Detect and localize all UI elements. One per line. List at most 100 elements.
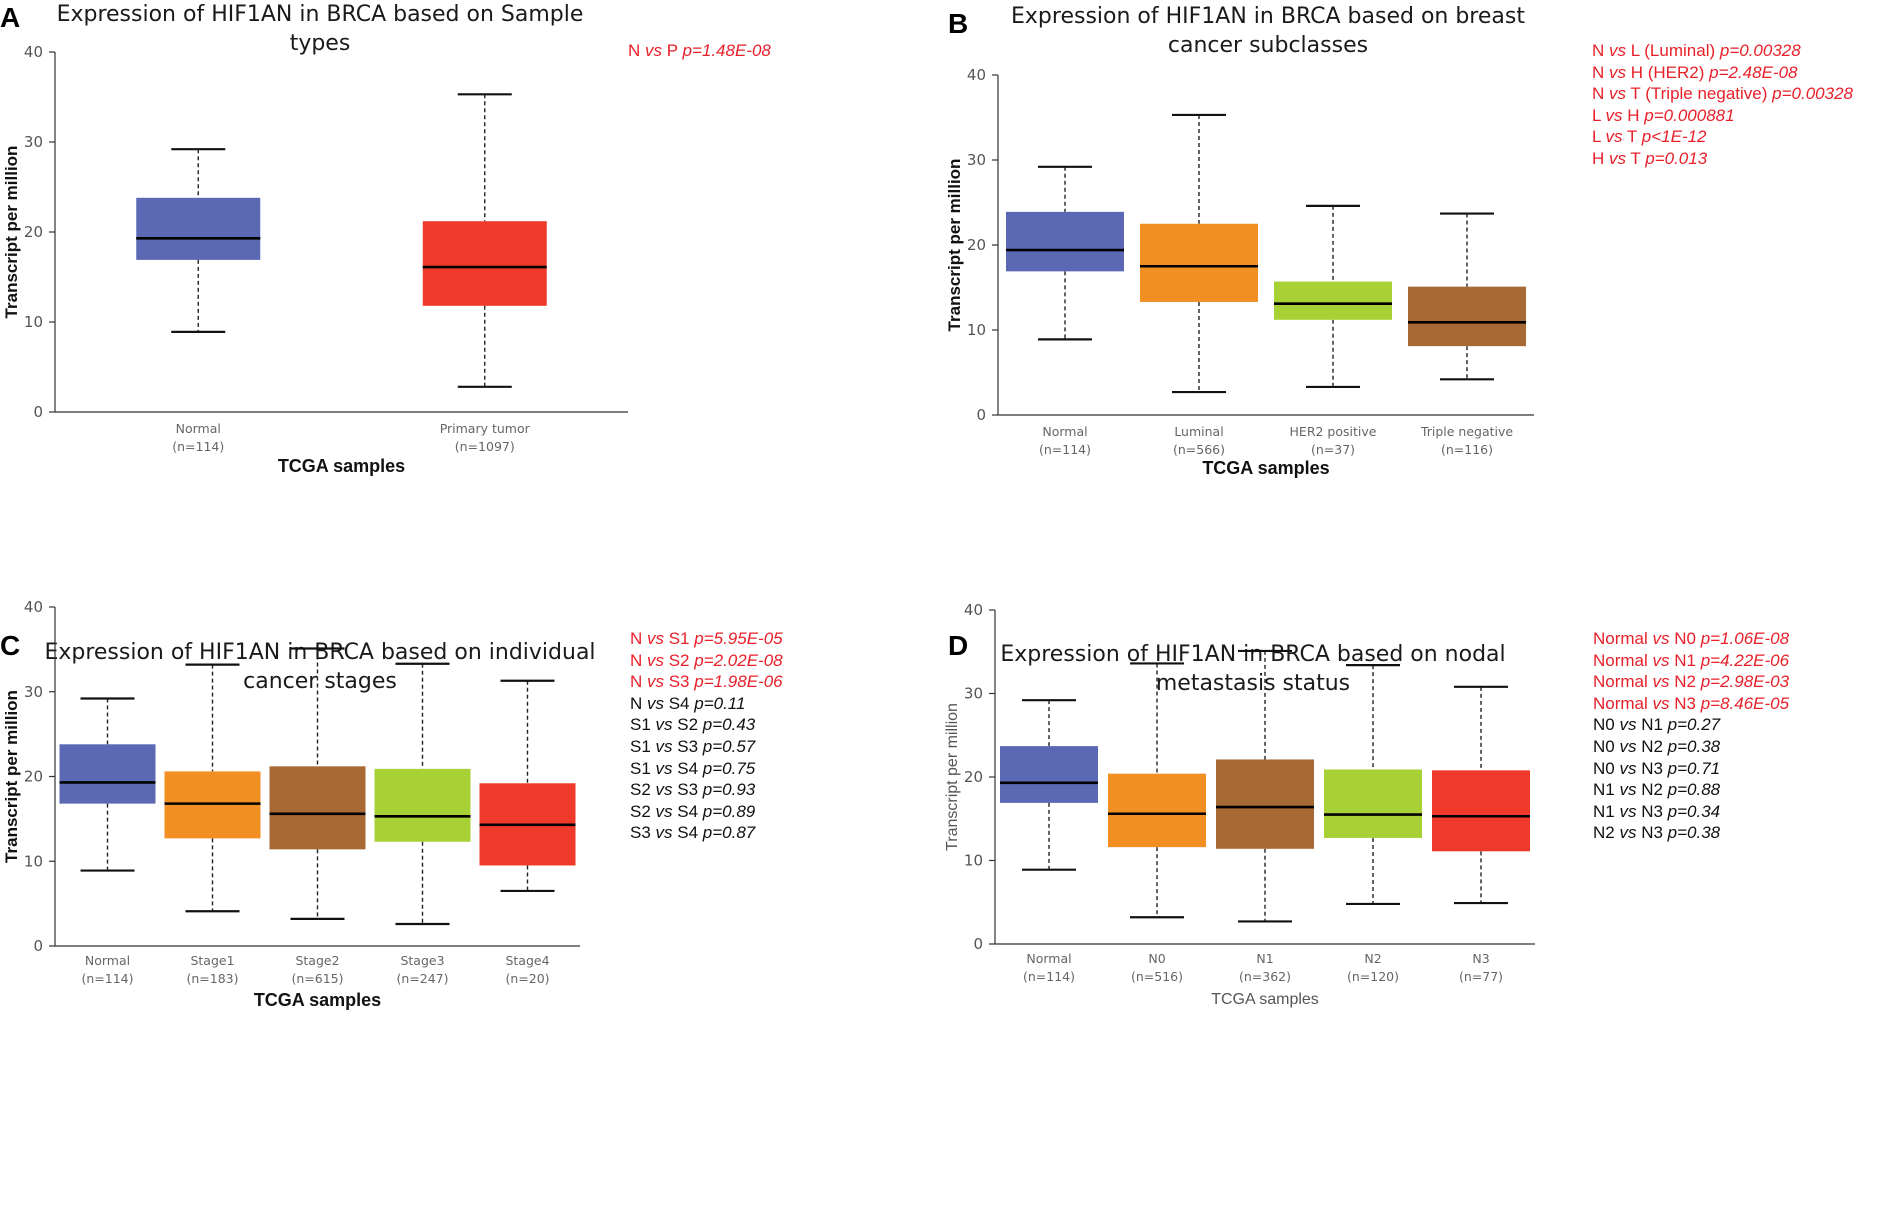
stat-row: N0 vs N2 p=0.38 bbox=[1593, 736, 1789, 758]
stat-vs: vs bbox=[1609, 62, 1626, 82]
stat-group-a: S3 bbox=[630, 823, 656, 843]
y-tick-label: 20 bbox=[24, 223, 43, 241]
stat-p-value: p=0.88 bbox=[1667, 780, 1721, 800]
stat-group-a: N bbox=[630, 629, 647, 648]
stat-row: L vs H p=0.000881 bbox=[1592, 105, 1853, 127]
chart-title: Expression of HIF1AN in BRCA based on br… bbox=[1011, 4, 1525, 58]
category-count: (n=120) bbox=[1347, 969, 1399, 984]
stat-p-value: p=0.57 bbox=[702, 736, 756, 756]
stat-vs: vs bbox=[1619, 801, 1637, 821]
stat-vs: vs bbox=[647, 672, 664, 692]
category-count: (n=116) bbox=[1441, 442, 1493, 457]
stat-vs: vs bbox=[1619, 736, 1637, 756]
y-tick-label: 0 bbox=[976, 406, 986, 424]
box-n1 bbox=[1216, 759, 1314, 849]
stat-row: S2 vs S3 p=0.93 bbox=[630, 779, 783, 801]
stat-group-b: H bbox=[1622, 105, 1645, 125]
y-tick-label: 10 bbox=[24, 852, 43, 870]
stat-vs: vs bbox=[645, 41, 662, 60]
stat-p-value: p=8.46E-05 bbox=[1700, 693, 1790, 713]
stat-row: S1 vs S4 p=0.75 bbox=[630, 758, 783, 780]
y-tick-label: 40 bbox=[24, 43, 43, 61]
stat-group-a: N1 bbox=[1593, 780, 1620, 800]
panel-letter: D bbox=[948, 630, 969, 661]
stat-p-value: p=0.00328 bbox=[1719, 41, 1801, 60]
x-axis-label: TCGA samples bbox=[278, 456, 405, 476]
y-tick-label: 40 bbox=[964, 601, 983, 619]
stat-group-a: Normal bbox=[1593, 629, 1653, 648]
box-triple-negative bbox=[1408, 286, 1526, 347]
stat-row: H vs T p=0.013 bbox=[1592, 148, 1853, 170]
stat-group-a: N bbox=[1592, 62, 1609, 82]
panel-d: D Expression of HIF1AN in BRCA based on … bbox=[938, 601, 1876, 1216]
stat-row: N2 vs N3 p=0.38 bbox=[1593, 822, 1789, 844]
stat-group-b: N1 bbox=[1636, 715, 1668, 735]
y-tick-label: 40 bbox=[967, 66, 986, 84]
stat-group-a: Normal bbox=[1593, 672, 1653, 692]
category-label: Normal bbox=[85, 953, 130, 968]
stat-row: N0 vs N1 p=0.27 bbox=[1593, 714, 1789, 736]
category-count: (n=77) bbox=[1459, 969, 1503, 984]
stat-group-b: S4 bbox=[672, 801, 703, 821]
y-axis-label: Transcript per million bbox=[944, 703, 961, 851]
y-tick-label: 0 bbox=[33, 403, 43, 421]
panel-letter: B bbox=[948, 8, 969, 39]
stat-p-value: p<1E-12 bbox=[1641, 127, 1707, 147]
box-normal bbox=[1000, 746, 1098, 803]
stat-group-b: P bbox=[662, 41, 683, 60]
y-tick-label: 30 bbox=[24, 133, 43, 151]
panel-a: A Expression of HIF1AN in BRCA based on … bbox=[0, 0, 938, 608]
y-tick-label: 40 bbox=[24, 598, 43, 616]
box-n2 bbox=[1324, 769, 1422, 838]
stat-p-value: p=0.71 bbox=[1667, 758, 1721, 778]
stat-p-value: p=2.48E-08 bbox=[1709, 62, 1798, 82]
stat-p-value: p=0.75 bbox=[702, 758, 756, 778]
stat-vs: vs bbox=[647, 650, 664, 670]
stat-group-b: H (HER2) bbox=[1626, 62, 1710, 82]
panel-letter: A bbox=[0, 2, 21, 33]
stat-group-b: S4 bbox=[672, 823, 703, 843]
category-label: Stage4 bbox=[505, 953, 549, 968]
x-axis-label: TCGA samples bbox=[254, 990, 381, 1010]
panel-b: B Expression of HIF1AN in BRCA based on … bbox=[938, 0, 1876, 608]
x-axis-label: TCGA samples bbox=[1211, 991, 1319, 1008]
stat-group-a: Normal bbox=[1593, 693, 1653, 713]
stat-p-value: p=0.000881 bbox=[1644, 105, 1735, 125]
plot-area: 0 10 20 30 40 Transcript per million Normal (n=… bbox=[945, 66, 1534, 478]
stat-group-a: N bbox=[630, 672, 647, 692]
stat-group-a: N bbox=[630, 650, 647, 670]
y-axis-label: Transcript per million bbox=[2, 146, 21, 319]
stat-group-b: S3 bbox=[672, 780, 703, 800]
stat-p-value: p=0.87 bbox=[702, 823, 756, 843]
stat-group-b: N2 bbox=[1636, 736, 1668, 756]
category-count: (n=114) bbox=[1023, 969, 1075, 984]
stat-p-value: p=0.93 bbox=[702, 780, 756, 800]
y-tick-label: 20 bbox=[24, 768, 43, 786]
category-label: Normal bbox=[176, 421, 221, 436]
stat-vs: vs bbox=[1652, 693, 1670, 713]
box-n3 bbox=[1432, 770, 1530, 852]
box-normal bbox=[1006, 211, 1124, 272]
stat-group-a: N bbox=[1592, 41, 1609, 60]
stat-row: N vs S4 p=0.11 bbox=[630, 693, 783, 715]
stat-group-b: N2 bbox=[1636, 780, 1668, 800]
y-tick-label: 10 bbox=[964, 852, 983, 870]
stat-vs: vs bbox=[655, 715, 673, 735]
stat-group-b: N0 bbox=[1669, 629, 1701, 648]
category-label: Stage1 bbox=[190, 953, 234, 968]
category-count: (n=37) bbox=[1311, 442, 1355, 457]
stat-group-b: N2 bbox=[1669, 672, 1701, 692]
stat-vs: vs bbox=[1619, 823, 1637, 843]
stat-group-a: N0 bbox=[1593, 736, 1620, 756]
stat-group-b: S3 bbox=[664, 672, 695, 692]
stat-p-value: p=1.98E-06 bbox=[694, 672, 783, 692]
category-label: Normal bbox=[1026, 951, 1071, 966]
chart-title: Expression of HIF1AN in BRCA based on in… bbox=[44, 640, 596, 694]
stat-vs: vs bbox=[1652, 650, 1670, 670]
stat-p-value: p=0.34 bbox=[1667, 801, 1721, 821]
stat-p-value: p=1.48E-08 bbox=[682, 41, 771, 60]
stat-row: S2 vs S4 p=0.89 bbox=[630, 801, 783, 823]
stat-group-b: S4 bbox=[672, 758, 703, 778]
stat-vs: vs bbox=[1619, 715, 1637, 735]
stat-row: N1 vs N2 p=0.88 bbox=[1593, 779, 1789, 801]
